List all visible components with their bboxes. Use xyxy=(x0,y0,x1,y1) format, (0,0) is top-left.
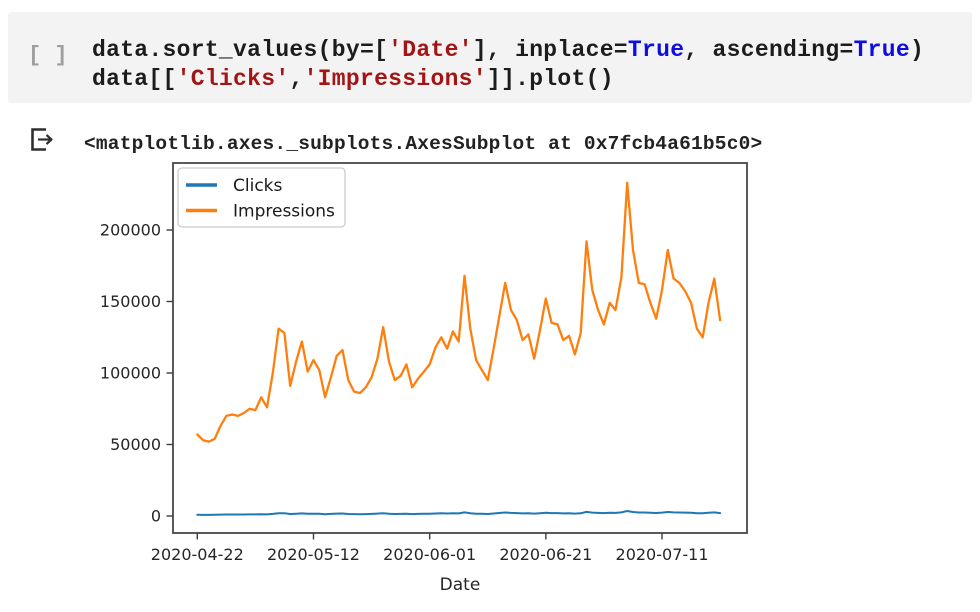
y-tick-label: 0 xyxy=(151,507,161,526)
code-cell[interactable]: [ ] data.sort_values(by=['Date'], inplac… xyxy=(8,12,972,103)
x-tick-label: 2020-05-12 xyxy=(267,545,360,564)
x-tick-label: 2020-07-11 xyxy=(616,545,709,564)
x-tick-label: 2020-06-01 xyxy=(383,545,476,564)
code-token-keyword: True xyxy=(627,37,685,63)
output-repr-text: <matplotlib.axes._subplots.AxesSubplot a… xyxy=(84,133,763,155)
code-token-plain: data.sort_values(by=[ xyxy=(92,37,389,63)
y-tick-label: 200000 xyxy=(100,221,161,240)
code-token-keyword: True xyxy=(853,37,910,63)
code-token-plain: ) xyxy=(909,37,925,63)
code-token-string: 'Clicks' xyxy=(176,66,290,92)
clicks-line xyxy=(196,510,722,516)
code-token-plain: , xyxy=(289,66,304,92)
output-marker-icon xyxy=(27,127,57,152)
chart-legend xyxy=(177,167,346,228)
code-editor[interactable]: data.sort_values(by=['Date'], inplace=Tr… xyxy=(92,36,924,94)
code-line: data[['Clicks','Impressions']].plot() xyxy=(92,65,924,94)
y-tick-label: 100000 xyxy=(100,364,161,383)
y-tick-label: 150000 xyxy=(100,292,161,311)
impressions-line xyxy=(196,181,722,443)
code-token-plain: , ascending= xyxy=(684,37,854,63)
x-tick-label: 2020-06-21 xyxy=(499,545,592,564)
code-line: data.sort_values(by=['Date'], inplace=Tr… xyxy=(92,36,924,65)
x-axis-label: Date xyxy=(440,575,481,595)
x-tick-label: 2020-04-22 xyxy=(151,545,244,564)
code-token-string: 'Impressions' xyxy=(303,66,487,92)
code-token-plain: data[[ xyxy=(92,66,177,92)
code-token-plain: ], inplace= xyxy=(472,37,628,63)
code-token-string: 'Date' xyxy=(388,37,473,63)
legend-label-impressions: Impressions xyxy=(233,202,335,222)
legend-label-clicks: Clicks xyxy=(233,176,283,196)
run-cell-button[interactable]: [ ] xyxy=(28,43,68,68)
y-tick-label: 50000 xyxy=(110,435,161,454)
code-token-plain: ]].plot() xyxy=(486,66,614,92)
